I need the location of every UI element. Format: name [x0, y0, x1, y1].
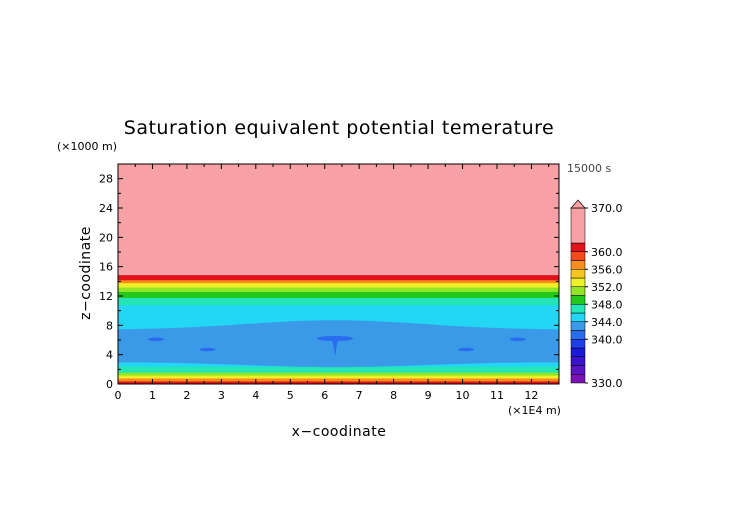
plot-frame	[117, 163, 560, 385]
colorbar-swatch	[570, 374, 586, 384]
colorbar-swatch	[570, 286, 586, 296]
x-unit-label: (×1E4 m)	[508, 404, 561, 417]
y-axis-label: z−coodinate	[78, 226, 94, 320]
contour-feature	[147, 337, 164, 342]
colorbar-swatch	[570, 365, 586, 375]
y-tick-label: 28	[99, 173, 113, 186]
contour-band	[118, 287, 559, 292]
y-tick-label: 20	[99, 231, 113, 244]
colorbar-swatch	[570, 260, 586, 270]
colorbar-swatch	[570, 347, 586, 357]
plot-area	[117, 163, 560, 385]
colorbar-swatch	[570, 330, 586, 340]
y-tick-label: 12	[99, 290, 113, 303]
x-tick-label: 7	[356, 389, 363, 402]
colorbar-extension	[570, 199, 586, 209]
contour-feature	[199, 347, 216, 352]
colorbar-swatch	[570, 321, 586, 331]
contour-band	[118, 291, 559, 298]
x-axis-label: x−coodinate	[292, 424, 387, 440]
contour-feature	[458, 347, 474, 352]
x-tick-label: 1	[149, 389, 156, 402]
contour-band	[118, 279, 559, 284]
chart-title: Saturation equivalent potential temeratu…	[124, 117, 554, 139]
colorbar-label: 344.0	[591, 316, 623, 329]
x-tick-label: 2	[183, 389, 190, 402]
y-tick-label: 4	[106, 349, 113, 362]
x-axis: 0 1 2 3 4 5 6 7 8 9 10 11 12	[115, 164, 550, 402]
x-tick-label: 12	[524, 389, 538, 402]
x-tick-label: 10	[456, 389, 470, 402]
colorbar-swatch	[570, 312, 586, 322]
contour-band	[118, 297, 559, 306]
x-tick-label: 11	[490, 389, 504, 402]
colorbar-label: 340.0	[591, 333, 623, 346]
contour-band	[118, 372, 559, 376]
contour-band	[118, 274, 559, 281]
contour-band	[118, 282, 559, 288]
contour-feature	[332, 338, 339, 357]
contour-band	[118, 366, 559, 373]
contour-band	[118, 164, 559, 276]
colorbar-label: 352.0	[591, 281, 623, 294]
colorbar-label: 348.0	[591, 298, 623, 311]
contour-band	[118, 375, 559, 379]
y-axis: 0 4 8 12 16 20 24 28	[99, 173, 559, 391]
colorbar: 330.0 340.0 344.0 348.0 352.0 356.0 360.0 370.0	[570, 199, 623, 390]
colorbar-swatch	[570, 339, 586, 349]
contour-band	[118, 378, 559, 382]
contour-dome	[118, 320, 559, 368]
colorbar-swatch	[570, 277, 586, 287]
x-tick-label: 9	[425, 389, 432, 402]
colorbar-label: 356.0	[591, 263, 623, 276]
y-tick-label: 8	[106, 319, 113, 332]
x-tick-label: 0	[115, 389, 122, 402]
x-tick-label: 4	[252, 389, 259, 402]
contour-features	[118, 320, 559, 368]
colorbar-swatch	[570, 304, 586, 314]
colorbar-swatch	[570, 242, 586, 252]
colorbar-label: 330.0	[591, 377, 623, 390]
contour-feature	[509, 337, 526, 342]
x-tick-label: 3	[218, 389, 225, 402]
y-tick-label: 16	[99, 261, 113, 274]
y-unit-label: (×1000 m)	[57, 140, 117, 153]
time-label: 15000 s	[567, 162, 611, 175]
colorbar-label: 360.0	[591, 246, 623, 259]
colorbar-label: 370.0	[591, 202, 623, 215]
x-tick-label: 8	[390, 389, 397, 402]
colorbar-swatch	[570, 251, 586, 261]
colorbar-swatch	[570, 295, 586, 305]
colorbar-swatch	[570, 269, 586, 279]
y-tick-label: 0	[106, 378, 113, 391]
colorbar-swatch	[570, 356, 586, 366]
contour-band	[118, 381, 559, 384]
colorbar-swatch	[570, 207, 586, 244]
x-tick-label: 5	[287, 389, 294, 402]
x-tick-label: 6	[321, 389, 328, 402]
y-tick-label: 24	[99, 202, 113, 215]
